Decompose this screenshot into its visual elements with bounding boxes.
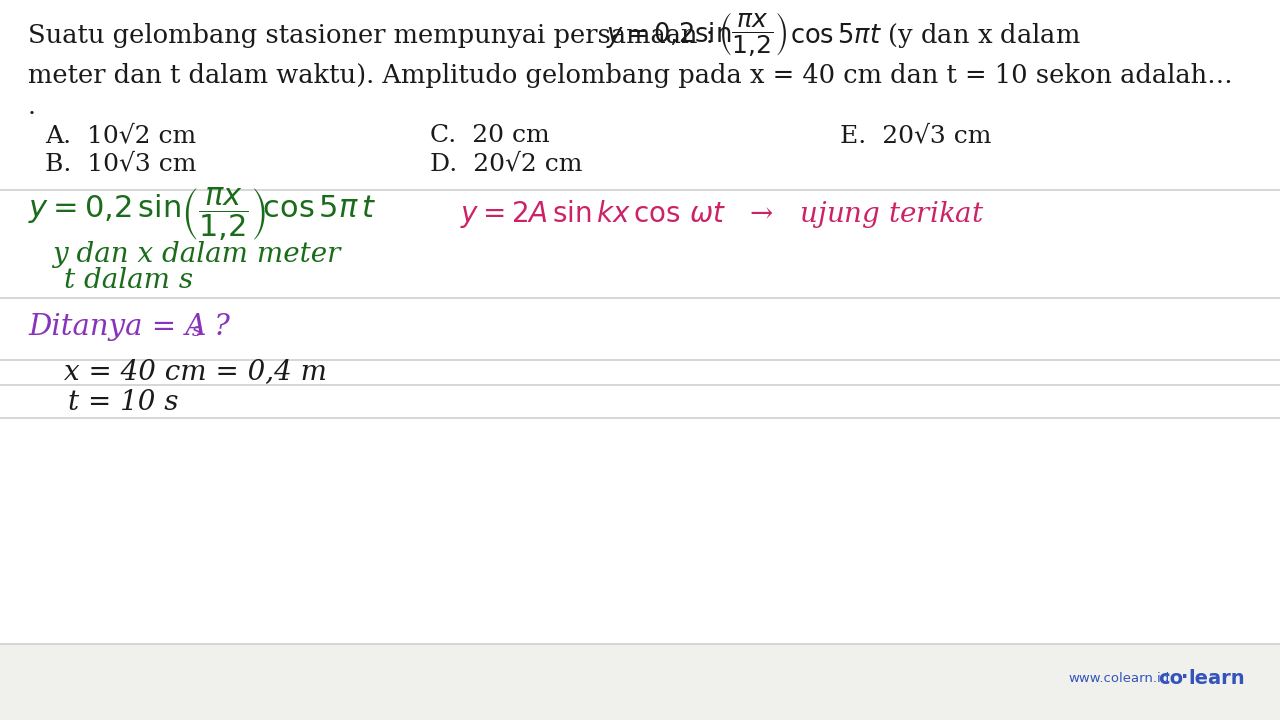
Text: y dan x dalam meter: y dan x dalam meter xyxy=(52,240,340,268)
Bar xyxy=(0,0,1280,452)
Text: co: co xyxy=(1158,668,1183,688)
Text: learn: learn xyxy=(1188,668,1244,688)
Text: www.colearn.id: www.colearn.id xyxy=(1068,672,1169,685)
Text: x = 40 cm = 0,4 m: x = 40 cm = 0,4 m xyxy=(64,359,326,385)
Text: ·: · xyxy=(1181,668,1188,688)
Text: .: . xyxy=(28,96,36,120)
Text: s: s xyxy=(192,322,202,340)
Text: t dalam s: t dalam s xyxy=(64,266,193,294)
Text: ?: ? xyxy=(205,313,230,341)
Text: A.  10√2 cm: A. 10√2 cm xyxy=(45,125,196,148)
Text: $\left(\dfrac{\pi x}{1{,}2}\right)$: $\left(\dfrac{\pi x}{1{,}2}\right)$ xyxy=(718,10,787,58)
Bar xyxy=(0,190,1280,452)
Text: C.  20 cm: C. 20 cm xyxy=(430,125,549,148)
Text: E.  20√3 cm: E. 20√3 cm xyxy=(840,125,992,148)
Text: $y = 0{,}2\sin$: $y = 0{,}2\sin$ xyxy=(605,20,731,50)
Text: t = 10 s: t = 10 s xyxy=(68,389,178,415)
Text: B.  10√3 cm: B. 10√3 cm xyxy=(45,153,196,176)
Bar xyxy=(0,418,1280,644)
Bar xyxy=(0,298,1280,360)
Text: $\cos 5\pi t$ (y dan x dalam: $\cos 5\pi t$ (y dan x dalam xyxy=(790,20,1080,50)
Text: $y = 2A\,\sin kx\,\cos\,\omega t$   →   ujung terikat: $y = 2A\,\sin kx\,\cos\,\omega t$ → ujun… xyxy=(460,198,984,230)
Text: meter dan t dalam waktu). Amplitudo gelombang pada x = 40 cm dan t = 10 sekon ad: meter dan t dalam waktu). Amplitudo gelo… xyxy=(28,63,1233,88)
Text: Suatu gelombang stasioner mempunyai persamaan :: Suatu gelombang stasioner mempunyai pers… xyxy=(28,22,731,48)
Text: Ditanya = A: Ditanya = A xyxy=(28,313,206,341)
Text: $y = 0{,}2\,\sin\!\left(\dfrac{\pi x}{1{,}2}\right)\!\cos 5\pi\, t$: $y = 0{,}2\,\sin\!\left(\dfrac{\pi x}{1{… xyxy=(28,185,376,243)
Text: D.  20√2 cm: D. 20√2 cm xyxy=(430,153,582,176)
